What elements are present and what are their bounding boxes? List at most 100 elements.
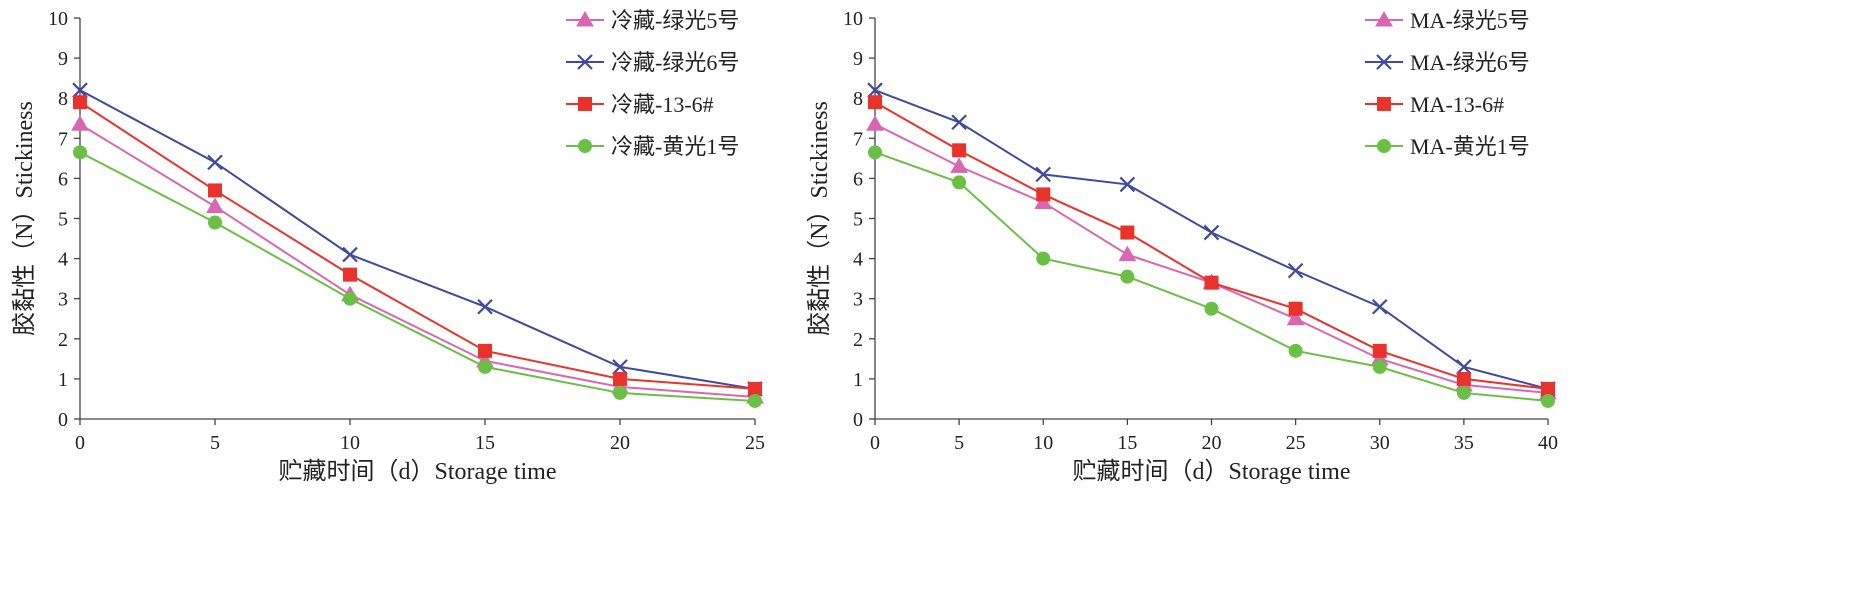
data-point	[748, 381, 762, 396]
x-tick-label: 0	[870, 432, 880, 454]
series-3	[868, 95, 1555, 396]
data-point	[868, 95, 882, 110]
y-tick-label: 7	[58, 128, 68, 150]
data-point	[71, 115, 89, 131]
data-point	[342, 246, 358, 263]
y-tick-label: 0	[58, 409, 68, 431]
legend-marker	[577, 54, 593, 70]
data-point	[1204, 301, 1219, 316]
series-4	[868, 145, 1555, 408]
x-tick-label: 35	[1454, 432, 1474, 454]
data-point	[1036, 251, 1051, 266]
series-line	[79, 89, 756, 390]
y-tick-label: 10	[48, 8, 68, 30]
y-tick-label: 6	[853, 168, 863, 190]
y-tick-label: 1	[853, 369, 863, 391]
data-point	[206, 197, 224, 213]
series-line	[874, 123, 1549, 394]
x-tick-label: 20	[1202, 432, 1222, 454]
data-point	[73, 95, 87, 110]
y-tick-label: 10	[843, 8, 863, 30]
x-tick-label: 20	[610, 432, 630, 454]
legend-label: 冷藏-绿光6号	[611, 50, 739, 75]
data-point	[951, 114, 967, 131]
x-tick-label: 40	[1538, 432, 1558, 454]
data-point	[73, 145, 87, 160]
x-tick-label: 25	[745, 432, 765, 454]
y-tick-label: 3	[853, 289, 863, 311]
data-point	[208, 183, 222, 198]
data-point	[478, 359, 492, 374]
data-point	[1287, 262, 1304, 279]
y-tick-label: 6	[58, 168, 68, 190]
y-tick-label: 5	[58, 209, 68, 231]
data-point	[613, 371, 627, 386]
y-tick-label: 3	[58, 289, 68, 311]
legend-label: MA-绿光5号	[1410, 8, 1530, 33]
legend-marker	[1377, 139, 1391, 153]
data-point	[72, 82, 88, 98]
data-point	[868, 145, 882, 160]
y-tick-label: 4	[58, 249, 68, 271]
data-point	[1372, 359, 1387, 374]
data-point	[1288, 301, 1303, 316]
x-axis-label: 贮藏时间（d）Storage time	[1073, 458, 1351, 485]
y-tick-label: 2	[58, 329, 68, 351]
legend-label: 冷藏-绿光5号	[611, 8, 739, 33]
x-tick-label: 5	[954, 432, 964, 454]
data-point	[1120, 269, 1135, 284]
series-1	[71, 115, 764, 404]
legend-label: MA-13-6#	[1410, 92, 1504, 117]
legend-marker	[578, 97, 592, 111]
legend-label: 冷藏-黄光1号	[611, 134, 739, 159]
x-tick-label: 10	[340, 432, 360, 454]
x-tick-label: 10	[1033, 432, 1053, 454]
y-tick-label: 4	[853, 249, 863, 271]
x-tick-label: 30	[1370, 432, 1390, 454]
data-point	[1119, 176, 1136, 193]
series-2	[867, 82, 1556, 397]
y-tick-label: 5	[853, 209, 863, 231]
data-point	[1541, 393, 1555, 408]
legend-marker	[578, 139, 592, 153]
data-point	[1203, 224, 1220, 241]
y-tick-label: 9	[58, 48, 68, 70]
legend-marker	[1375, 10, 1393, 27]
legend-marker	[576, 10, 594, 27]
data-point	[952, 143, 967, 158]
data-point	[866, 115, 884, 131]
series-line	[79, 151, 756, 402]
data-point	[1456, 371, 1471, 386]
data-point	[1118, 245, 1137, 262]
series-3	[73, 95, 762, 396]
legend-label: 冷藏-13-6#	[611, 92, 714, 117]
data-point	[208, 215, 222, 230]
data-point	[867, 82, 883, 98]
data-point	[1034, 193, 1053, 209]
data-point	[1372, 343, 1387, 358]
series-2	[72, 82, 763, 397]
data-point	[952, 175, 967, 190]
data-point	[477, 298, 493, 315]
y-tick-label: 8	[58, 88, 68, 110]
y-tick-label: 9	[853, 48, 863, 70]
x-axis-label: 贮藏时间（d）Storage time	[279, 458, 557, 485]
legend-marker	[1377, 97, 1391, 111]
data-point	[1541, 381, 1555, 396]
y-tick-label: 7	[853, 128, 863, 150]
data-point	[613, 385, 627, 400]
data-point	[343, 267, 357, 282]
series-4	[73, 145, 762, 408]
data-point	[1035, 166, 1052, 183]
data-point	[1288, 343, 1303, 358]
data-point	[1371, 298, 1388, 315]
x-tick-label: 0	[75, 432, 85, 454]
data-point	[1286, 309, 1305, 326]
data-point	[207, 154, 223, 171]
data-point	[343, 291, 357, 306]
data-point	[1204, 275, 1219, 290]
data-point	[1036, 187, 1051, 202]
x-tick-label: 5	[210, 432, 220, 454]
y-tick-label: 1	[58, 369, 68, 391]
